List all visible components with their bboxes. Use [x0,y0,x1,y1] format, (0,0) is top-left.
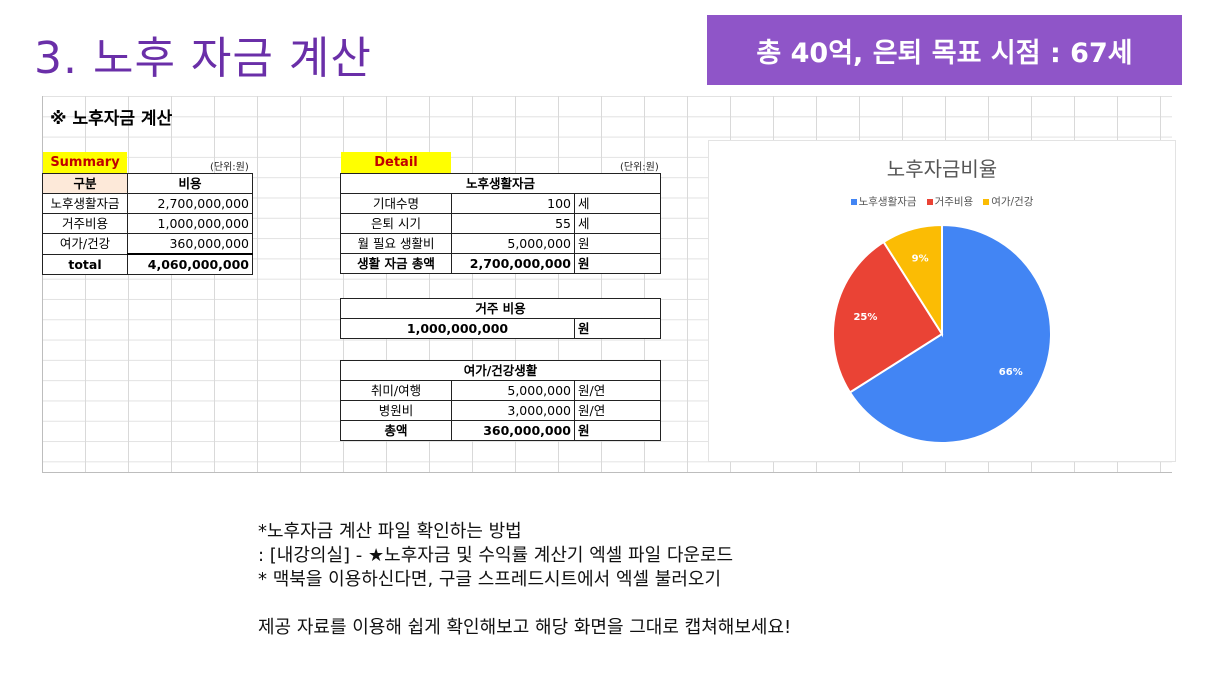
legend-label: 거주비용 [934,196,974,208]
chart-title: 노후자금비율 [886,157,998,181]
living-value: 5,000,000 [451,233,575,254]
pie-slice-3 [882,223,943,338]
pie-label-2: 25% [853,312,877,323]
summary-tag: Summary [43,152,127,173]
leisure-label: 취미/여행 [340,380,452,401]
pie-label-3: 9% [912,254,929,265]
leisure-cost-table: 여가/건강생활 취미/여행 5,000,000 원/연 병원비 3,000,00… [340,360,661,441]
living-unit: 원 [574,233,661,254]
living-value: 55 [451,213,575,234]
legend-item: 노후생활자금 [850,194,917,209]
note-line: ​ [258,592,791,616]
summary-value: 1,000,000,000 [127,213,253,234]
legend-swatch [850,199,857,205]
pie-svg: 66% 25% 9% [832,223,1052,444]
legend-item: 여가/건강 [983,194,1033,209]
note-line: 제공 자료를 이용해 쉽게 확인해보고 해당 화면을 그대로 캡쳐해보세요! [258,617,792,638]
table-row: 기대수명 100 세 [340,193,661,214]
table-row-total: 총액 360,000,000 원 [340,420,661,441]
pie-chart: 노후자금비율 노후생활자금 거주비용 여가/건강 66% 25% 9% [708,140,1176,462]
leisure-label: 병원비 [340,400,452,421]
summary-table: 구분 비용 노후생활자금 2,700,000,000 거주비용 1,000,00… [42,173,253,275]
table-row: 여가/건강 360,000,000 [42,233,253,255]
housing-unit: 원 [574,318,661,339]
living-total-label: 생활 자금 총액 [340,253,452,274]
living-cost-table: 노후생활자금 기대수명 100 세 은퇴 시기 55 세 월 필요 생활비 5,… [340,173,661,274]
table-row: 월 필요 생활비 5,000,000 원 [340,233,661,254]
grid-bottom [42,472,1172,473]
instructions: *노후자금 계산 파일 확인하는 방법 : [내강의실] - ★노후자금 및 수… [258,520,791,640]
detail-tag: Detail [341,152,451,173]
table-row-total: total 4,060,000,000 [42,253,253,275]
pie-slice-2 [832,240,944,394]
summary-label: 노후생활자금 [42,193,128,214]
living-total-unit: 원 [574,253,661,274]
pie-slice-1 [848,223,1052,444]
legend-label: 여가/건강 [991,196,1034,208]
leisure-total-value: 360,000,000 [451,420,575,441]
chart-legend: 노후생활자금 거주비용 여가/건강 [709,194,1175,209]
table-row: 노후생활자금 2,700,000,000 [42,193,253,214]
legend-swatch [983,199,990,205]
housing-value: 1,000,000,000 [340,318,575,339]
leisure-total-label: 총액 [340,420,452,441]
pie-label-1: 66% [999,367,1023,378]
summary-value: 2,700,000,000 [127,193,253,214]
living-label: 기대수명 [340,193,452,214]
table-row: 취미/여행 5,000,000 원/연 [340,380,661,401]
living-unit: 세 [574,213,661,234]
note-line: *노후자금 계산 파일 확인하는 방법 [258,521,522,542]
summary-total-label: total [42,253,128,275]
leisure-value: 3,000,000 [451,400,575,421]
summary-header-cost: 비용 [127,173,253,194]
summary-label: 여가/건강 [42,233,128,255]
table-row: 1,000,000,000 원 [340,318,661,339]
living-label: 은퇴 시기 [340,213,452,234]
slide-title: 3. 노후 자금 계산 [34,33,372,84]
legend-label: 노후생활자금 [858,196,917,208]
goal-banner: 총 40억, 은퇴 목표 시점 : 67세 [707,15,1182,85]
leisure-unit: 원/연 [574,400,661,421]
table-row: 병원비 3,000,000 원/연 [340,400,661,421]
summary-total-value: 4,060,000,000 [127,253,253,275]
living-header: 노후생활자금 [340,173,661,194]
living-total-value: 2,700,000,000 [451,253,575,274]
leisure-value: 5,000,000 [451,380,575,401]
summary-label: 거주비용 [42,213,128,234]
note-line: : [내강의실] - ★노후자금 및 수익률 계산기 엑셀 파일 다운로드 [258,545,734,566]
legend-swatch [926,199,933,205]
living-unit: 세 [574,193,661,214]
legend-item: 거주비용 [926,194,974,209]
housing-cost-table: 거주 비용 1,000,000,000 원 [340,298,661,339]
leisure-total-unit: 원 [574,420,661,441]
housing-header: 거주 비용 [340,298,661,319]
summary-value: 360,000,000 [127,233,253,255]
table-row: 거주비용 1,000,000,000 [42,213,253,234]
leisure-unit: 원/연 [574,380,661,401]
table-row: 은퇴 시기 55 세 [340,213,661,234]
living-label: 월 필요 생활비 [340,233,452,254]
sheet-heading: ※ 노후자금 계산 [50,109,173,129]
summary-header-category: 구분 [42,173,128,194]
summary-unit: (단위:원) [210,162,249,173]
grid-edge [42,96,43,473]
living-value: 100 [451,193,575,214]
leisure-header: 여가/건강생활 [340,360,661,381]
note-line: * 맥북을 이용하신다면, 구글 스프레드시트에서 엑셀 불러오기 [258,569,722,590]
table-row-total: 생활 자금 총액 2,700,000,000 원 [340,253,661,274]
detail-unit: (단위:원) [620,162,659,173]
